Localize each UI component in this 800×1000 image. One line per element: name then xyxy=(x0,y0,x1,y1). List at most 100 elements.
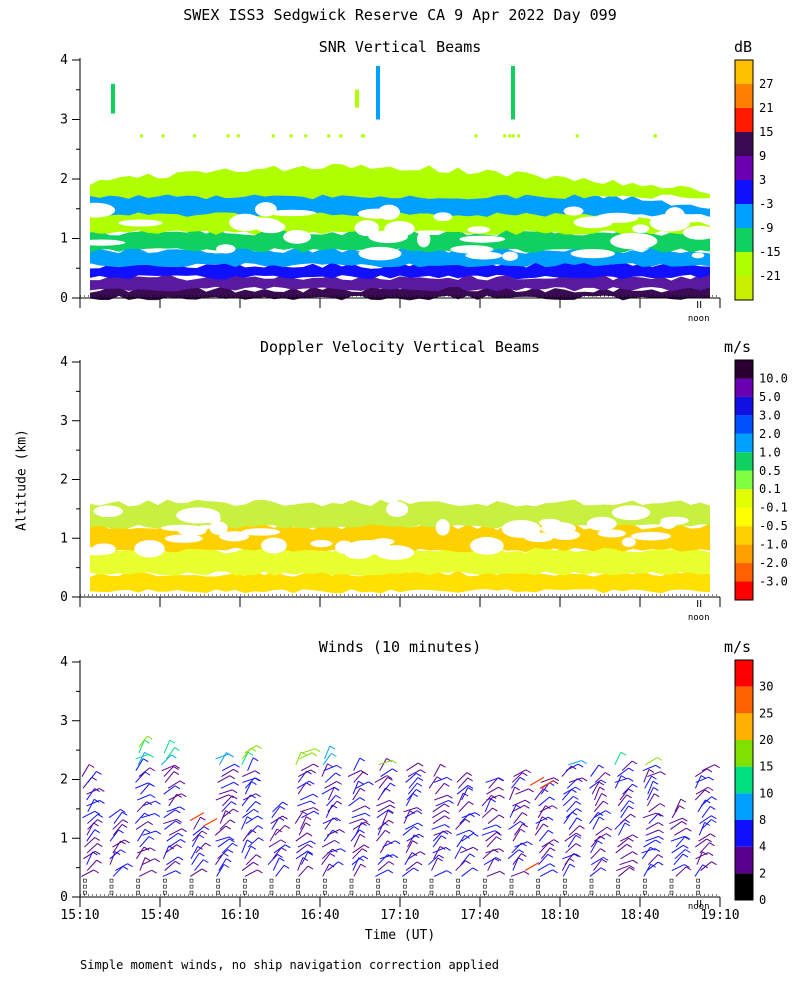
wind-barb-flag xyxy=(631,760,638,765)
wind-barb-flag xyxy=(120,809,126,813)
calm-marker xyxy=(136,890,140,895)
wind-barb xyxy=(327,848,341,854)
wind-barb-flag xyxy=(575,853,581,858)
wind-barb xyxy=(433,830,447,836)
wind-barb-flag xyxy=(148,836,155,840)
wind-barb xyxy=(642,812,657,819)
wind-barb xyxy=(648,813,659,824)
wind-barb-flag xyxy=(492,807,498,812)
wind-barb-strong xyxy=(202,817,218,828)
wind-barb xyxy=(352,781,359,795)
wind-barb xyxy=(374,775,388,783)
wind-barb xyxy=(86,788,96,801)
wind-barb-flag xyxy=(658,812,664,817)
wind-barb-flag xyxy=(632,783,638,788)
colorbar-swatch xyxy=(735,84,753,108)
footnote: Simple moment winds, no ship navigation … xyxy=(80,958,500,972)
wind-barb-flag xyxy=(651,775,657,780)
wind-barb xyxy=(563,786,576,795)
colorbar-label: 3.0 xyxy=(759,408,781,422)
data-gap xyxy=(435,519,450,536)
wind-barb-flag xyxy=(412,793,419,797)
colorbar-swatch xyxy=(735,180,753,204)
noon-label: noon xyxy=(688,902,710,912)
wind-barb xyxy=(275,865,285,877)
wind-barb xyxy=(433,776,448,783)
wind-barb-flag xyxy=(620,751,627,756)
wind-barb-flag xyxy=(174,785,181,790)
data-gap xyxy=(467,226,491,234)
wind-barb xyxy=(166,747,175,760)
y-tick-label: 1 xyxy=(60,531,68,546)
wind-barb xyxy=(274,825,286,836)
wind-barb xyxy=(568,777,583,783)
y-tick-label: 0 xyxy=(60,890,68,905)
wind-barb xyxy=(297,800,311,807)
wind-barb xyxy=(487,814,500,824)
data-speck xyxy=(304,134,308,138)
data-layer xyxy=(90,546,710,576)
wind-barb-flag xyxy=(389,804,396,809)
wind-barb-flag xyxy=(520,828,526,833)
wind-barb xyxy=(432,815,445,824)
wind-barb xyxy=(353,757,361,771)
wind-barb xyxy=(512,853,522,865)
winds-unit: m/s xyxy=(724,638,752,656)
colorbar-label: 10 xyxy=(759,786,773,800)
wind-barb xyxy=(87,771,97,783)
wind-barb-flag xyxy=(176,844,183,849)
wind-barb-flag xyxy=(229,775,236,780)
wind-barb-flag xyxy=(632,851,638,856)
wind-profile xyxy=(641,757,666,895)
wind-barb-flag xyxy=(598,781,605,786)
wind-barb-flag xyxy=(466,772,473,777)
wind-barb-flag xyxy=(228,836,235,841)
wind-barb-flag xyxy=(420,769,426,774)
winds-panel-title: Winds (10 minutes) xyxy=(318,638,482,656)
wind-barb xyxy=(537,863,551,871)
wind-barb-flag xyxy=(223,852,229,857)
wind-barb xyxy=(327,861,339,871)
colorbar-frame xyxy=(734,59,754,301)
wind-barb-flag xyxy=(524,804,530,809)
wind-barb xyxy=(218,789,233,795)
wind-barb xyxy=(457,792,464,807)
x-tick-label: 16:10 xyxy=(220,908,259,923)
wind-barb-flag xyxy=(412,840,418,845)
calm-marker xyxy=(429,890,434,895)
wind-barb-flag xyxy=(495,824,502,829)
wind-barb-flag xyxy=(97,843,103,847)
wind-barb-flag xyxy=(620,775,627,780)
y-tick-label: 2 xyxy=(60,773,68,788)
wind-barb-flag xyxy=(575,800,582,805)
wind-barb xyxy=(169,828,182,836)
wind-barb xyxy=(515,788,529,795)
wind-barb-flag xyxy=(97,813,104,818)
calm-marker xyxy=(669,890,674,895)
colorbar-label: -9 xyxy=(759,221,773,235)
wind-barb xyxy=(294,811,304,824)
wind-barb xyxy=(298,769,311,778)
wind-barb-flag xyxy=(388,861,395,865)
wind-barb xyxy=(321,848,333,860)
wind-barb xyxy=(141,813,155,819)
wind-barb-flag xyxy=(601,793,607,797)
wind-barb-flag xyxy=(411,852,418,857)
wind-profile xyxy=(428,763,454,895)
wind-barb xyxy=(590,848,601,860)
calm-marker xyxy=(616,884,620,889)
wind-barb-flag xyxy=(683,836,690,840)
wind-barb-flag xyxy=(339,829,345,833)
calm-marker xyxy=(643,884,647,889)
wind-barb xyxy=(242,829,252,842)
wind-barb-flag xyxy=(679,805,685,810)
wind-barb xyxy=(644,775,652,789)
wind-barb xyxy=(351,812,366,819)
wind-barb xyxy=(643,839,656,848)
wind-barb xyxy=(620,851,633,860)
wind-barb-flag xyxy=(251,781,257,785)
wind-barb xyxy=(86,859,97,871)
wind-barb-flag xyxy=(547,816,554,821)
wind-barb xyxy=(353,863,362,877)
wind-barb-flag xyxy=(205,842,211,847)
